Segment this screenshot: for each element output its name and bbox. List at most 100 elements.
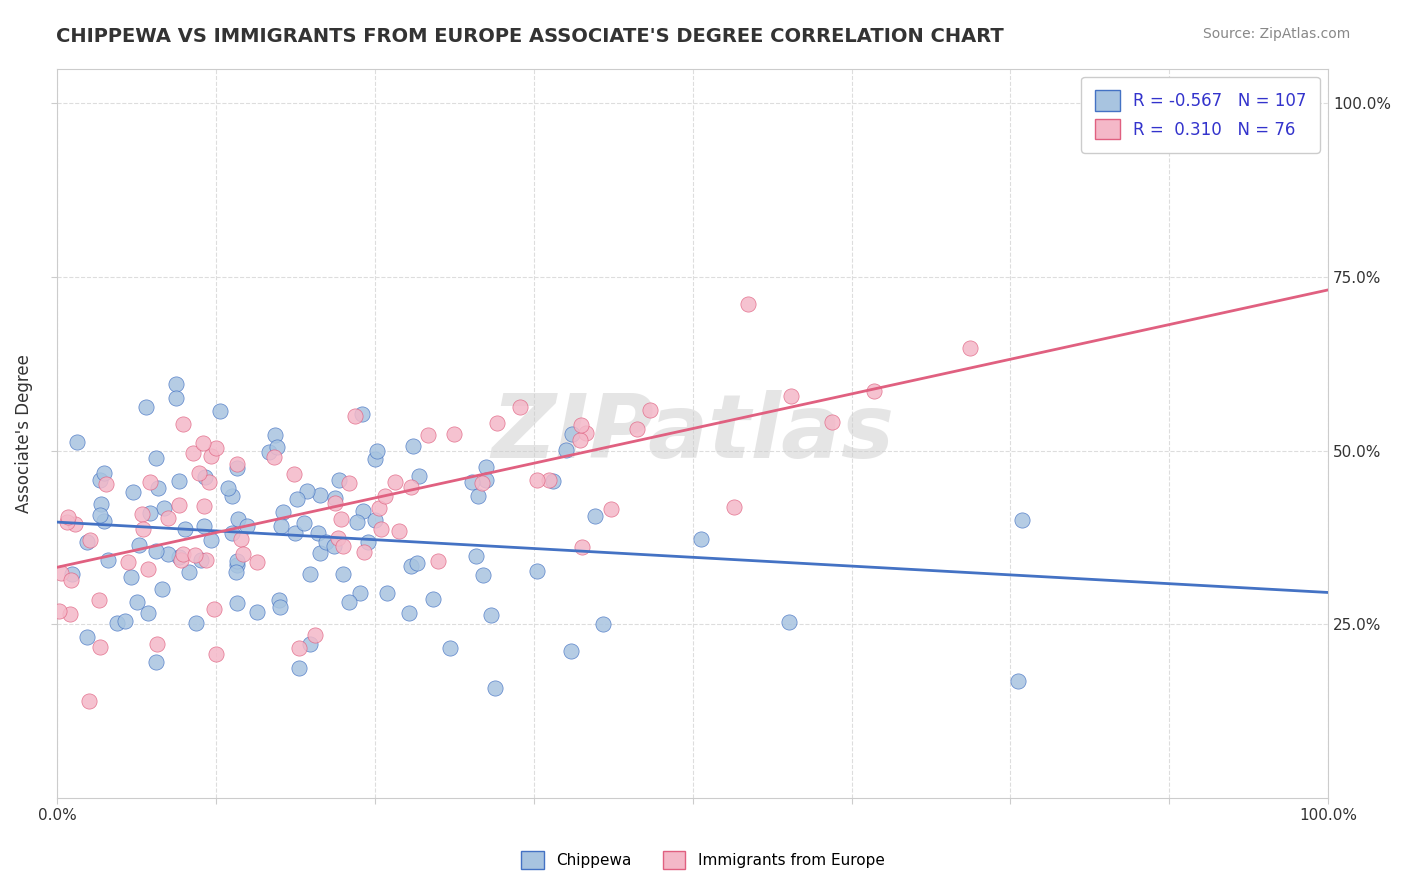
Point: [181, 446, 204, 460]
Point: [217, 481, 239, 495]
Point: [145, 655, 167, 669]
Point: [246, 556, 269, 570]
Point: [357, 535, 380, 549]
Point: [583, 509, 606, 524]
Point: [402, 439, 425, 453]
Point: [863, 384, 886, 398]
Point: [165, 376, 187, 391]
Text: Source: ZipAtlas.com: Source: ZipAtlas.com: [1202, 27, 1350, 41]
Point: [571, 540, 593, 554]
Point: [225, 461, 247, 475]
Point: [193, 500, 215, 514]
Point: [63, 516, 86, 531]
Point: [221, 489, 243, 503]
Point: [471, 476, 494, 491]
Point: [167, 498, 190, 512]
Legend: R = -0.567   N = 107, R =  0.310   N = 76: R = -0.567 N = 107, R = 0.310 N = 76: [1081, 77, 1320, 153]
Point: [485, 417, 508, 431]
Point: [246, 605, 269, 619]
Point: [569, 418, 592, 433]
Point: [269, 600, 291, 615]
Point: [592, 617, 614, 632]
Point: [427, 554, 450, 568]
Point: [384, 475, 406, 490]
Point: [526, 564, 548, 578]
Point: [93, 514, 115, 528]
Point: [153, 500, 176, 515]
Point: [48, 604, 70, 618]
Point: [179, 565, 201, 579]
Point: [152, 582, 174, 597]
Point: [122, 485, 145, 500]
Point: [186, 615, 208, 630]
Point: [184, 548, 207, 562]
Point: [208, 404, 231, 418]
Point: [304, 628, 326, 642]
Point: [398, 607, 420, 621]
Point: [87, 593, 110, 607]
Point: [287, 641, 309, 656]
Point: [157, 511, 180, 525]
Point: [51, 566, 73, 581]
Point: [285, 491, 308, 506]
Point: [200, 450, 222, 464]
Point: [97, 553, 120, 567]
Point: [66, 435, 89, 450]
Point: [225, 457, 247, 471]
Point: [353, 545, 375, 559]
Point: [337, 594, 360, 608]
Point: [408, 469, 430, 483]
Point: [226, 596, 249, 610]
Point: [60, 573, 83, 587]
Point: [125, 595, 148, 609]
Point: [172, 547, 194, 561]
Point: [406, 557, 429, 571]
Point: [640, 403, 662, 417]
Point: [315, 535, 337, 549]
Point: [1007, 673, 1029, 688]
Point: [202, 602, 225, 616]
Point: [422, 591, 444, 606]
Point: [56, 515, 79, 529]
Point: [136, 562, 159, 576]
Text: CHIPPEWA VS IMMIGRANTS FROM EUROPE ASSOCIATE'S DEGREE CORRELATION CHART: CHIPPEWA VS IMMIGRANTS FROM EUROPE ASSOC…: [56, 27, 1004, 45]
Point: [136, 606, 159, 620]
Point: [1011, 513, 1033, 527]
Point: [167, 549, 190, 564]
Point: [388, 524, 411, 539]
Point: [464, 549, 486, 564]
Point: [416, 427, 439, 442]
Point: [263, 450, 285, 464]
Point: [509, 400, 531, 414]
Point: [346, 515, 368, 529]
Point: [131, 507, 153, 521]
Point: [600, 501, 623, 516]
Point: [169, 474, 191, 488]
Point: [541, 475, 564, 489]
Point: [349, 586, 371, 600]
Point: [138, 475, 160, 490]
Point: [284, 525, 307, 540]
Point: [128, 538, 150, 552]
Point: [778, 615, 800, 630]
Point: [561, 426, 583, 441]
Text: ZIPatlas: ZIPatlas: [491, 390, 894, 477]
Point: [105, 616, 128, 631]
Point: [194, 469, 217, 483]
Point: [959, 342, 981, 356]
Point: [170, 553, 193, 567]
Point: [472, 567, 495, 582]
Point: [205, 647, 228, 661]
Point: [135, 400, 157, 414]
Point: [297, 484, 319, 499]
Point: [205, 441, 228, 455]
Point: [264, 428, 287, 442]
Point: [475, 460, 498, 475]
Point: [283, 467, 305, 481]
Point: [370, 522, 392, 536]
Point: [117, 555, 139, 569]
Point: [231, 533, 253, 547]
Point: [443, 426, 465, 441]
Point: [195, 553, 218, 567]
Point: [174, 522, 197, 536]
